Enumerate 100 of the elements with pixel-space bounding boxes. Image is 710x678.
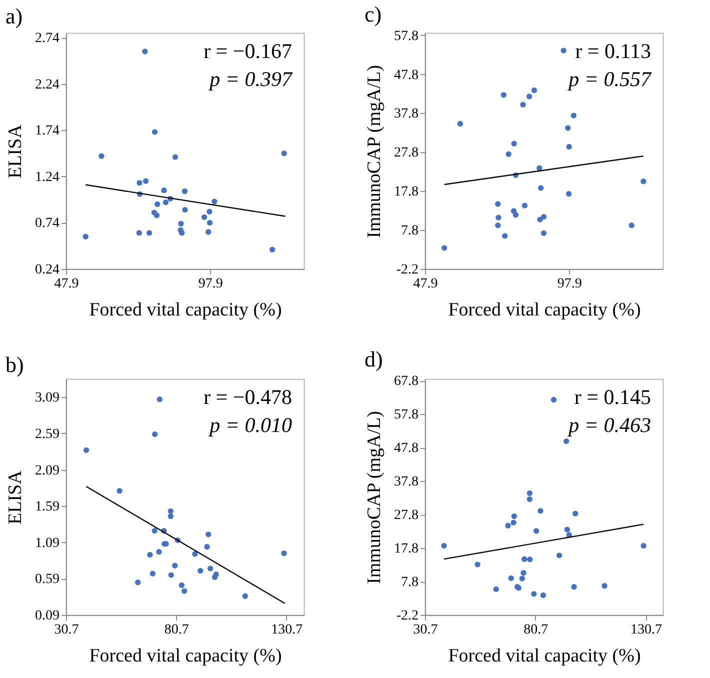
point	[550, 396, 557, 403]
y-tick-label: 17.8	[394, 184, 418, 200]
point	[168, 572, 174, 578]
point	[560, 48, 566, 54]
point	[510, 520, 516, 526]
y-tick-label: 47.8	[394, 68, 418, 83]
y-tick-label: 57.8	[394, 28, 418, 44]
y-tick-label: 37.8	[394, 106, 418, 122]
y-tick-label: 2.24	[35, 77, 60, 92]
point	[152, 129, 158, 135]
point	[571, 584, 577, 590]
y-axis-title: ELISA	[5, 124, 26, 178]
point	[526, 490, 532, 496]
point	[150, 570, 156, 576]
point	[441, 542, 447, 549]
point	[628, 222, 634, 228]
point	[182, 188, 188, 194]
y-tick-label: 7.8	[401, 575, 418, 590]
point	[146, 230, 152, 236]
point	[500, 92, 506, 98]
y-tick-label: 0.24	[35, 262, 60, 278]
x-tick-label: 80.7	[164, 622, 189, 638]
point	[566, 144, 572, 150]
point	[182, 588, 188, 594]
point	[161, 188, 167, 194]
point	[281, 550, 287, 556]
point	[495, 222, 501, 228]
x-tick-label: 30.7	[413, 622, 438, 638]
point	[520, 102, 526, 108]
y-axis-title: ImmunoCAP (mgA/L)	[364, 411, 385, 584]
point	[519, 576, 525, 582]
point	[281, 150, 287, 156]
point	[212, 198, 218, 204]
point	[502, 233, 508, 239]
y-tick-label: 57.8	[394, 408, 418, 423]
point	[540, 230, 547, 236]
annotation: r = −0.478	[204, 385, 292, 409]
point	[511, 140, 517, 146]
point	[206, 532, 212, 538]
point	[565, 125, 571, 131]
x-tick-label: 130.7	[271, 622, 303, 638]
point	[474, 562, 480, 568]
point	[142, 48, 148, 54]
point	[83, 447, 90, 453]
point	[533, 528, 540, 534]
point	[206, 220, 213, 226]
y-tick-label: 0.74	[35, 216, 60, 232]
point	[540, 592, 546, 598]
chart-title: b)	[6, 352, 24, 377]
y-tick-label: 27.8	[394, 508, 418, 524]
point	[204, 544, 210, 550]
point	[201, 214, 208, 220]
point	[142, 178, 149, 184]
annotation: p = 0.463	[566, 413, 651, 437]
point	[505, 522, 511, 528]
point	[172, 154, 178, 160]
point	[178, 220, 184, 226]
point	[527, 556, 533, 562]
point	[538, 508, 544, 514]
y-tick-label: 2.74	[35, 31, 60, 46]
point	[441, 245, 448, 251]
point	[154, 201, 160, 208]
y-tick-label: 1.59	[35, 500, 60, 515]
point	[156, 396, 162, 402]
point	[566, 191, 572, 197]
point	[536, 165, 542, 171]
annotation: p = 0.557	[566, 67, 652, 91]
point	[522, 556, 528, 562]
point	[198, 568, 204, 574]
point	[522, 202, 528, 208]
point	[206, 208, 212, 214]
point	[98, 153, 104, 159]
point	[564, 526, 570, 532]
y-axis-title: ELISA	[5, 470, 26, 524]
y-tick-label: 3.09	[35, 390, 60, 406]
point	[82, 234, 88, 240]
point	[538, 185, 544, 191]
point	[172, 562, 178, 568]
point	[156, 549, 162, 555]
point	[269, 246, 276, 252]
y-tick-label: 2.59	[35, 426, 60, 442]
point	[563, 438, 570, 444]
x-axis-title: Forced vital capacity (%)	[89, 646, 282, 666]
point	[116, 488, 122, 494]
y-tick-label: -2.2	[396, 262, 418, 278]
point	[520, 570, 526, 576]
point	[570, 112, 577, 118]
y-tick-label: 7.8	[401, 224, 418, 239]
x-tick-label: 97.9	[198, 276, 223, 292]
point	[192, 551, 198, 557]
y-tick-label: 37.8	[394, 474, 418, 490]
point	[495, 201, 501, 207]
point	[512, 212, 519, 218]
y-tick-label: 1.74	[35, 124, 60, 139]
point	[136, 230, 142, 236]
y-axis-title: ImmunoCAP (mgA/L)	[364, 65, 385, 238]
annotation: r = 0.113	[575, 39, 651, 63]
chart-title: a)	[6, 4, 23, 29]
x-tick-label: 80.7	[524, 622, 548, 638]
point	[508, 575, 514, 581]
